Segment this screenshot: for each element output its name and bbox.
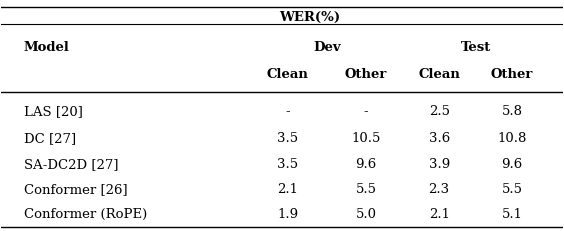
- Text: SA-DC2D [27]: SA-DC2D [27]: [24, 157, 118, 170]
- Text: 5.1: 5.1: [501, 207, 523, 220]
- Text: 5.5: 5.5: [356, 182, 377, 195]
- Text: Clean: Clean: [267, 68, 309, 81]
- Text: -: -: [364, 104, 368, 117]
- Text: 2.5: 2.5: [429, 104, 450, 117]
- Text: Other: Other: [345, 68, 387, 81]
- Text: Dev: Dev: [313, 41, 341, 54]
- Text: 2.1: 2.1: [429, 207, 450, 220]
- Text: 3.5: 3.5: [277, 132, 298, 145]
- Text: 1.9: 1.9: [277, 207, 298, 220]
- Text: LAS [20]: LAS [20]: [24, 104, 83, 117]
- Text: 9.6: 9.6: [355, 157, 377, 170]
- Text: 3.6: 3.6: [429, 132, 450, 145]
- Text: 5.8: 5.8: [501, 104, 523, 117]
- Text: Conformer [26]: Conformer [26]: [24, 182, 127, 195]
- Text: 3.5: 3.5: [277, 157, 298, 170]
- Text: WER(%): WER(%): [280, 11, 341, 24]
- Text: 3.9: 3.9: [429, 157, 450, 170]
- Text: 9.6: 9.6: [501, 157, 523, 170]
- Text: Conformer (RoPE): Conformer (RoPE): [24, 207, 147, 220]
- Text: 5.5: 5.5: [501, 182, 523, 195]
- Text: Model: Model: [24, 41, 70, 54]
- Text: -: -: [285, 104, 290, 117]
- Text: 5.0: 5.0: [356, 207, 377, 220]
- Text: Test: Test: [460, 41, 491, 54]
- Text: Clean: Clean: [418, 68, 460, 81]
- Text: Other: Other: [491, 68, 534, 81]
- Text: DC [27]: DC [27]: [24, 132, 76, 145]
- Text: 2.3: 2.3: [429, 182, 450, 195]
- Text: 10.8: 10.8: [497, 132, 527, 145]
- Text: 10.5: 10.5: [351, 132, 381, 145]
- Text: 2.1: 2.1: [277, 182, 298, 195]
